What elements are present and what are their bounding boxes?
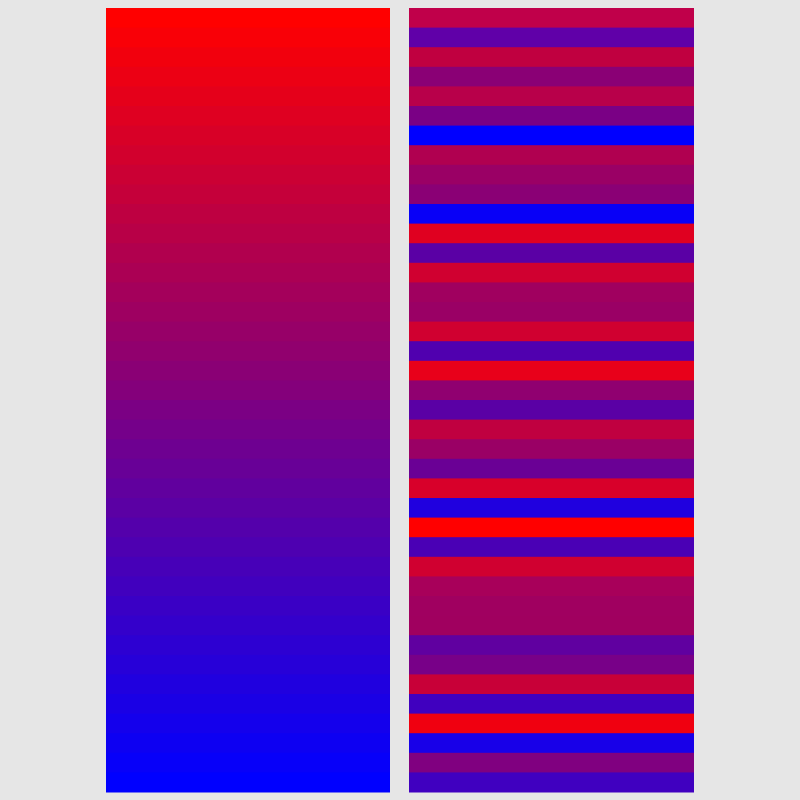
stripe (106, 752, 390, 773)
stripe (106, 674, 390, 695)
stripe (409, 772, 694, 793)
stripe (106, 537, 390, 558)
stripe (409, 204, 694, 225)
stripe (106, 517, 390, 538)
stripe (409, 282, 694, 303)
stripe (409, 498, 694, 519)
stripe (106, 596, 390, 617)
stripe (106, 243, 390, 264)
stripe (409, 321, 694, 342)
stripe (106, 86, 390, 107)
stripe (409, 400, 694, 421)
stripe (106, 302, 390, 323)
stripe (409, 478, 694, 499)
stripe (409, 106, 694, 127)
stripe (106, 184, 390, 205)
stripe (106, 772, 390, 793)
stripe (409, 302, 694, 323)
stripe (409, 145, 694, 166)
stripe (106, 733, 390, 754)
stripe (106, 321, 390, 342)
stripe (106, 282, 390, 303)
stripe (409, 47, 694, 68)
stripe (409, 341, 694, 362)
stripe (409, 360, 694, 381)
stripe (106, 694, 390, 715)
stripe (106, 125, 390, 146)
stripe (409, 419, 694, 440)
stripe (106, 204, 390, 225)
stripe (409, 537, 694, 558)
stripe (106, 223, 390, 244)
stripe (409, 439, 694, 460)
stripe (409, 674, 694, 695)
stripe (106, 400, 390, 421)
stripe (409, 733, 694, 754)
stripe (409, 380, 694, 401)
stripe (106, 27, 390, 48)
stripe (409, 556, 694, 577)
stripe (409, 184, 694, 205)
stripe (106, 66, 390, 87)
stripe (106, 360, 390, 381)
stripe (409, 596, 694, 617)
stripe (106, 478, 390, 499)
stripe (409, 86, 694, 107)
stripe (409, 752, 694, 773)
stripe (409, 164, 694, 185)
stripe (106, 713, 390, 734)
stripe (409, 576, 694, 597)
stripe (106, 458, 390, 479)
stripe (409, 713, 694, 734)
stripe (409, 635, 694, 656)
stripe (106, 341, 390, 362)
stripe (409, 517, 694, 538)
stripe (409, 243, 694, 264)
stripe (106, 419, 390, 440)
stripe (409, 8, 694, 29)
stripe (409, 125, 694, 146)
stripe (106, 8, 390, 29)
stripe (106, 164, 390, 185)
stripe (106, 556, 390, 577)
stripe (106, 47, 390, 68)
stripe (409, 262, 694, 283)
stripe (106, 262, 390, 283)
stripe (409, 458, 694, 479)
stripe (106, 380, 390, 401)
stripe (106, 615, 390, 636)
stripe (409, 66, 694, 87)
stripe (106, 654, 390, 675)
stripe (106, 498, 390, 519)
stripe (409, 27, 694, 48)
stripe (106, 576, 390, 597)
stripe (106, 106, 390, 127)
stripe (409, 615, 694, 636)
stripe (106, 635, 390, 656)
stripe (409, 223, 694, 244)
stripe (409, 654, 694, 675)
stripe (409, 694, 694, 715)
stripe (106, 145, 390, 166)
stripe (106, 439, 390, 460)
